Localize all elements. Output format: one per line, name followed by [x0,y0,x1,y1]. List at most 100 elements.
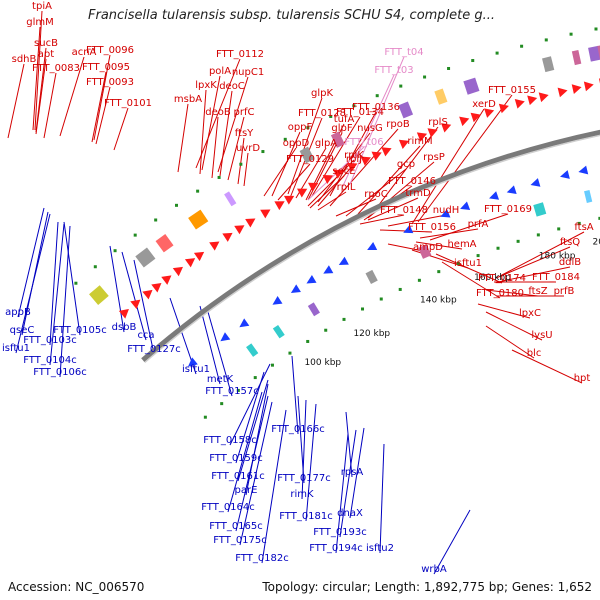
track-dot [352,104,356,108]
reverse-gene-arrow [220,332,231,342]
label-leader [307,159,355,207]
track-dot [456,261,460,265]
gene-label: FTT_0156 [408,222,456,233]
label-leader [93,54,111,141]
forward-gene-arrow [381,147,392,157]
cog-block-forward [155,234,174,253]
gene-label: hpt [574,373,591,384]
cog-block-reverse [272,324,285,339]
label-leader [415,241,463,250]
cog-block-reverse [533,202,547,217]
gene-label: prfB [554,286,575,297]
label-leader [239,401,273,546]
cog-block-forward [434,88,448,105]
gene-label: ftsA [574,222,593,233]
gene-label: ftsQ [560,237,580,248]
label-leader [477,303,531,319]
reverse-gene-arrow [489,191,500,200]
forward-gene-arrow [538,92,549,103]
label-leader [497,266,571,283]
gene-label: isftu1 [454,258,482,269]
forward-gene-arrow [441,123,452,133]
label-leader [17,207,45,318]
gene-label: FTT_0161c [211,471,265,482]
ruler-label: 120 kbp [353,329,390,339]
gene-label: sdhB [12,54,37,65]
reverse-gene-arrow [367,242,378,251]
label-leader [199,89,207,175]
track-dot [236,388,240,392]
gene-label: prfA [468,219,489,230]
forward-gene-arrow [459,116,470,127]
label-leader [317,163,355,207]
label-leader [349,427,365,519]
label-leader [32,26,41,131]
gene-label: FTT_0174 [478,273,526,284]
cog-block-forward [463,77,480,95]
gene-label: deoC [219,81,245,92]
label-leader [271,131,301,197]
gene-label: cca [137,330,154,341]
cog-block-forward [299,146,315,164]
track-dot [520,44,524,48]
label-leader [109,245,125,333]
gene-label: FTT_0194c [309,543,363,554]
gene-label: dnaX [337,508,363,519]
label-leader [335,198,377,217]
track-dot [261,150,265,154]
gene-label: ftsY [235,128,254,139]
reverse-gene-arrow [440,209,451,218]
cog-block-reverse [365,269,378,285]
gene-label: FTT_0155 [488,85,536,96]
label-leader [199,305,221,385]
gene-label: FTT_0095 [82,62,130,73]
reverse-gene-arrow [306,274,317,284]
genome-title: Francisella tularensis subsp. tularensis… [88,8,496,23]
gene-label: FTT_0134 [336,107,384,118]
forward-gene-arrow [161,275,172,285]
track-dot [270,363,274,367]
gene-label: ddlB [559,257,581,268]
reverse-gene-arrow [323,265,334,274]
gene-label: nusG [357,123,383,134]
track-dot [133,233,137,237]
gene-label: glpK [311,88,333,99]
forward-gene-arrow [360,156,371,166]
gene-label: FTT_0136 [352,102,400,113]
label-leader [309,175,345,209]
gene-label: FTT_0101 [104,98,152,109]
gene-label: rimM [407,136,432,147]
label-leader [219,90,233,177]
gene-label: FTT_0177c [277,473,331,484]
gene-label: FTT_t04 [384,47,423,58]
track-dot [306,126,310,130]
label-leader [317,191,347,211]
gene-label: FTT_0159c [209,453,263,464]
gene-label: nudH [433,205,460,216]
label-leader [133,259,155,355]
label-leader [429,213,509,241]
gene-label: FTT_0129 [286,154,334,165]
label-leader [59,225,71,378]
gene-label: isftu1 [182,364,210,375]
label-leader [511,349,583,384]
track-dot [174,203,178,207]
reverse-gene-arrow [506,185,517,194]
gene-label: rplK [344,150,364,161]
gene-label: rimK [290,489,314,500]
forward-gene-arrow [308,182,319,192]
track-dot [423,75,427,79]
reverse-gene-arrow [239,318,250,328]
gene-label: FTT_0181c [279,511,333,522]
label-leader [211,116,219,179]
gene-label: oppD [283,138,310,149]
label-leader [433,509,471,575]
gene-label: rplJ [346,154,362,165]
gene-label: FTT_0127c [127,344,181,355]
forward-gene-arrow [484,108,495,118]
track-dot [398,287,402,291]
label-leader [235,371,265,464]
forward-gene-arrow [470,112,481,123]
ruler-label: 160 kbp [474,273,511,283]
